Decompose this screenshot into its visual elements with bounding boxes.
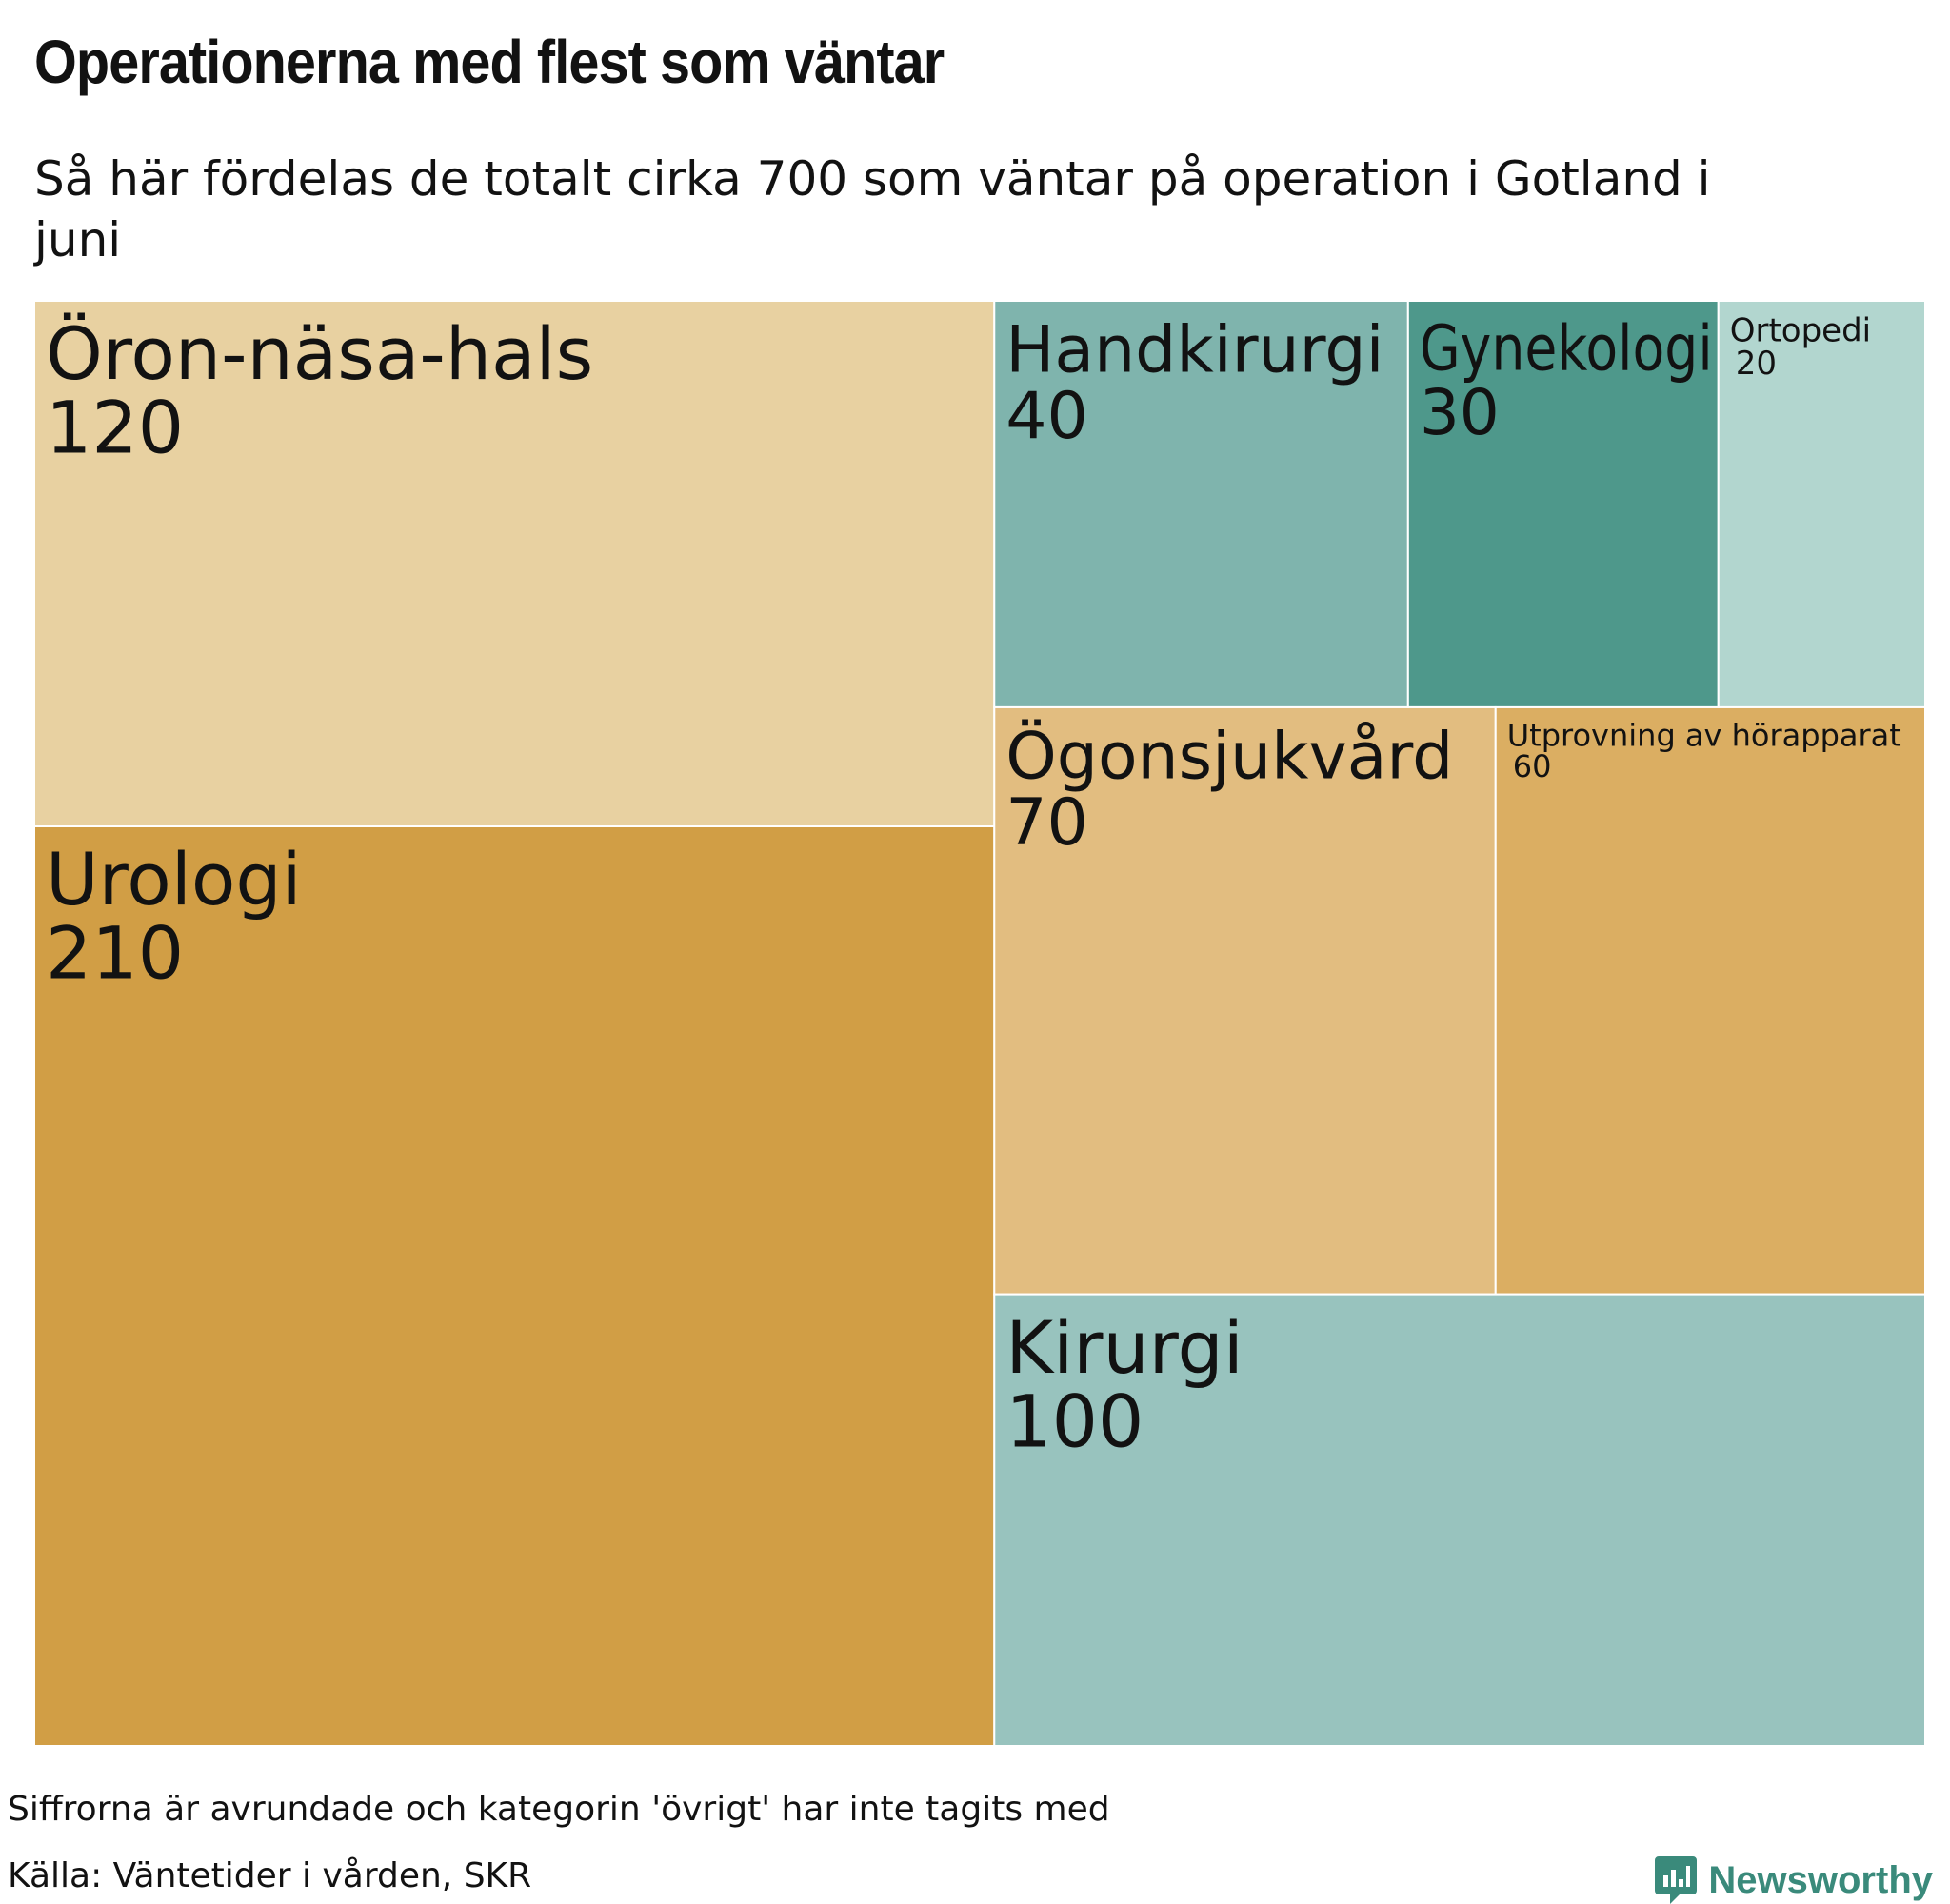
chart-subtitle: Så här fördelas de totalt cirka 700 som … xyxy=(34,151,1711,268)
tile-label-handkirurgi: Handkirurgi xyxy=(1005,313,1383,388)
tile-label-ortopedi: Ortopedi xyxy=(1730,311,1871,349)
tile-label-gynekologi: Gynekologi xyxy=(1420,312,1713,386)
brand-name: Newsworthy xyxy=(1708,1858,1933,1901)
brand-logo: Newsworthy xyxy=(1655,1856,1933,1904)
tile-value-ortopedi: 20 xyxy=(1736,345,1777,383)
tile-value-handkirurgi: 40 xyxy=(1005,379,1088,454)
tile-value-ogonsjukvard: 70 xyxy=(1005,785,1088,861)
tile-value-kirurgi: 100 xyxy=(1005,1378,1144,1463)
newsworthy-logo-icon xyxy=(1655,1856,1698,1904)
tile-label-kirurgi: Kirurgi xyxy=(1005,1305,1244,1390)
source-note: Källa: Väntetider i vården, SKR xyxy=(8,1856,532,1895)
tile-value-oron-nasa-hals: 120 xyxy=(46,386,184,470)
tile-value-utprovning-av-horapparat: 60 xyxy=(1513,748,1552,784)
tile-label-ogonsjukvard: Ögonsjukvård xyxy=(1005,720,1453,795)
footnote: Siffrorna är avrundade och kategorin 'öv… xyxy=(8,1790,1110,1829)
tile-label-utprovning-av-horapparat: Utprovning av hörapparat xyxy=(1507,717,1901,753)
tile-rect-kirurgi xyxy=(993,1293,1927,1747)
tile-label-oron-nasa-hals: Öron-näsa-hals xyxy=(46,311,593,396)
tile-rect-urologi xyxy=(33,825,996,1747)
tile-value-urologi: 210 xyxy=(46,911,184,996)
tile-value-gynekologi: 30 xyxy=(1420,376,1500,449)
chart-title: Operationerna med flest som väntar xyxy=(34,28,945,96)
tile-rect-utprovning-av-horapparat xyxy=(1494,705,1926,1296)
tile-label-urologi: Urologi xyxy=(46,837,302,922)
